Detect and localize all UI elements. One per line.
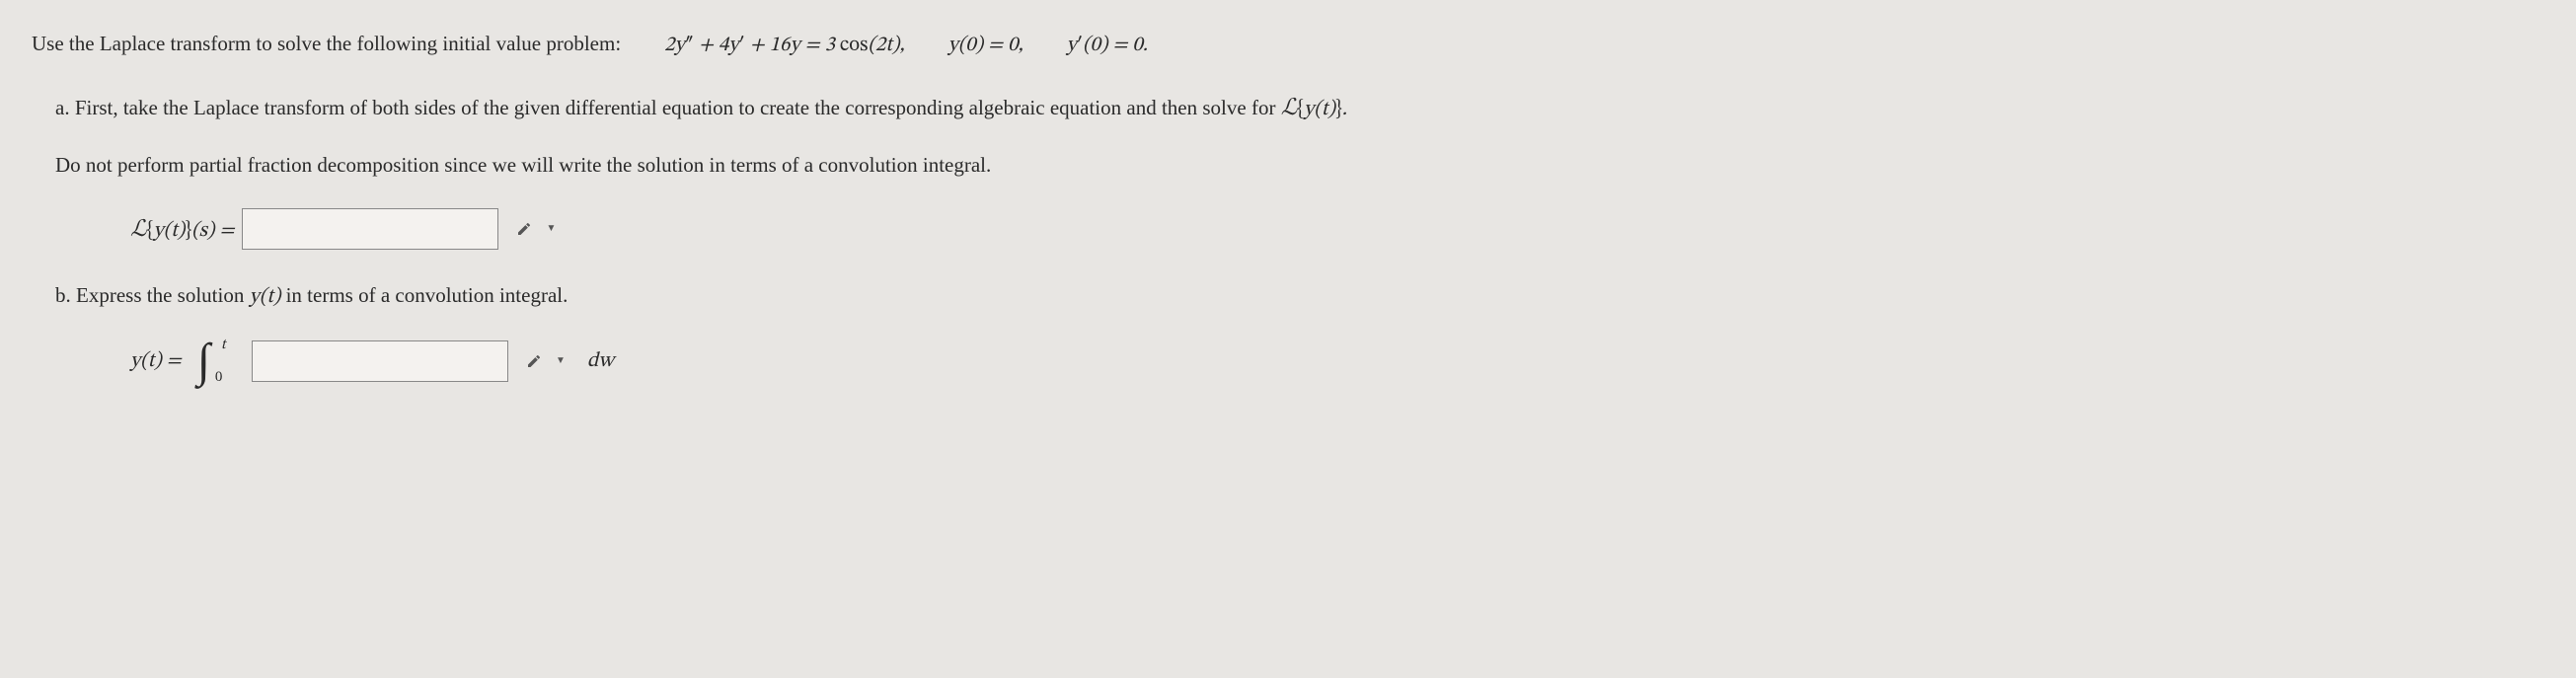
initial-condition-1: y(0) = 0,: [948, 29, 1023, 62]
pencil-icon: [526, 353, 542, 369]
part-b-answer-input[interactable]: [252, 340, 508, 382]
equation-editor-button-a[interactable]: [512, 217, 536, 241]
integral-upper-limit: t: [221, 334, 226, 357]
part-b: b. Express the solution y(t) in terms of…: [55, 279, 2544, 314]
intro-text: Use the Laplace transform to solve the f…: [32, 28, 621, 61]
dw-label: dw: [587, 344, 614, 378]
differential-equation: 2y″ + 4y′ + 16y = 3 cos(2t),: [664, 29, 904, 62]
part-a-answer-row: ℒ{y(t)}(s) = ▼: [130, 208, 2544, 250]
part-a: a. First, take the Laplace transform of …: [55, 90, 2544, 126]
part-b-text: Express the solution y(t) in terms of a …: [76, 283, 568, 307]
pencil-icon: [516, 221, 532, 237]
chevron-down-icon[interactable]: ▼: [546, 221, 556, 237]
equation-editor-button-b[interactable]: [522, 349, 546, 373]
part-a-line1-tail: ℒ{y(t)}.: [1281, 99, 1347, 119]
part-a-line2: Do not perform partial fraction decompos…: [55, 153, 991, 177]
part-a-answer-label: ℒ{y(t)}(s) =: [130, 211, 234, 248]
part-b-answer-row: y(t) = ∫ t 0 ▼ dw: [130, 338, 2544, 385]
chevron-down-icon[interactable]: ▼: [556, 353, 566, 369]
part-a-answer-input[interactable]: [242, 208, 498, 250]
integral-lower-limit: 0: [215, 365, 223, 389]
part-a-line1: First, take the Laplace transform of bot…: [75, 96, 1281, 119]
part-b-answer-label: y(t) =: [130, 344, 182, 378]
initial-condition-2: y′(0) = 0.: [1067, 29, 1148, 62]
part-a-line2-wrap: Do not perform partial fraction decompos…: [55, 149, 2544, 183]
part-a-label: a.: [55, 96, 70, 119]
part-b-label: b.: [55, 283, 71, 307]
integral-symbol: ∫ t 0: [195, 338, 212, 385]
problem-intro: Use the Laplace transform to solve the f…: [32, 28, 2544, 62]
